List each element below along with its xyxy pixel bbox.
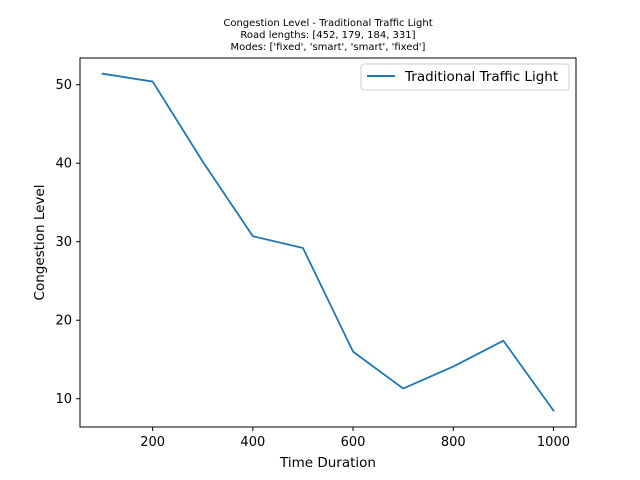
x-axis-label: Time Duration [279, 455, 376, 471]
y-tick-label: 30 [55, 235, 72, 250]
chart-title: Congestion Level - Traditional Traffic L… [223, 18, 432, 53]
plot-area-frame [79, 57, 577, 428]
x-tick-label: 400 [240, 435, 265, 450]
y-axis-ticks: 10 20 30 40 50 [55, 78, 80, 407]
x-tick-label: 800 [441, 435, 466, 450]
legend-label-traditional-traffic-light: Traditional Traffic Light [404, 69, 558, 85]
x-tick-label: 1000 [537, 435, 570, 450]
y-tick-label: 40 [55, 157, 72, 172]
series-layer [101, 72, 555, 412]
y-tick-label: 10 [55, 392, 72, 407]
x-axis-ticks: 200 400 600 800 1000 [140, 427, 570, 450]
y-axis-label: Congestion Level [32, 185, 48, 301]
legend: Traditional Traffic Light [360, 63, 570, 91]
legend-box [360, 63, 570, 91]
chart-title-line-3: Modes: ['fixed', 'smart', 'smart', 'fixe… [231, 42, 426, 53]
y-tick-label: 50 [55, 78, 72, 93]
y-tick-label: 20 [55, 314, 72, 329]
chart-title-line-2: Road lengths: [452, 179, 184, 331] [240, 30, 415, 41]
series-line-0 [101, 72, 555, 412]
x-tick-label: 200 [140, 435, 165, 450]
x-tick-label: 600 [341, 435, 366, 450]
chart-title-line-1: Congestion Level - Traditional Traffic L… [223, 18, 432, 29]
